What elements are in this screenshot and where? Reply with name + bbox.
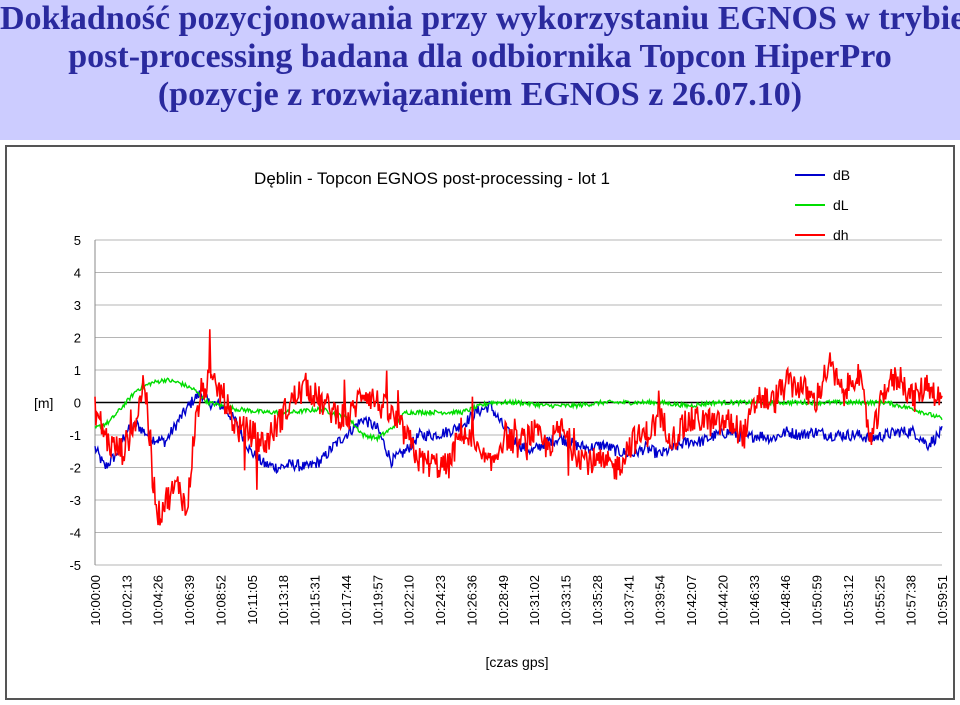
x-tick-label: 10:50:59 [810,575,825,626]
y-tick-label: -1 [69,428,81,443]
x-tick-label: 10:48:46 [778,575,793,626]
x-tick-label: 10:04:26 [151,575,166,626]
x-tick-label: 10:31:02 [527,575,542,626]
legend: dB dL dh [795,167,850,243]
x-tick-label: 10:15:31 [308,575,323,626]
y-tick-label: -4 [69,526,81,541]
x-tick-label: 10:00:00 [88,575,103,626]
x-tick-label: 10:55:25 [872,575,887,626]
slide-title-line-2: post-processing badana dla odbiornika To… [68,38,892,75]
x-axis-label: [czas gps] [485,654,548,670]
y-tick-label: -2 [69,461,81,476]
x-tick-label: 10:11:05 [245,575,260,625]
y-tick-label: 1 [74,363,81,378]
x-tick-label: 10:53:12 [841,575,856,626]
x-tick-label: 10:02:13 [119,575,134,626]
x-tick-label: 10:39:54 [653,575,668,626]
y-tick-label: 0 [74,396,81,411]
x-tick-label: 10:24:23 [433,575,448,626]
x-tick-label: 10:19:57 [370,575,385,626]
y-tick-label: 4 [74,266,81,281]
chart-title: Dęblin - Topcon EGNOS post-processing - … [254,169,610,188]
slide-title-line-3: (pozycje z rozwiązaniem EGNOS z 26.07.10… [157,76,803,113]
slide-title-line-1: Dokładność pozycjonowania przy wykorzyst… [0,0,960,37]
legend-label-dl: dL [833,197,849,213]
x-tick-label: 10:59:51 [935,575,950,626]
y-tick-label: 2 [74,331,81,346]
y-tick-label: 5 [74,233,81,248]
x-tick-label: 10:37:41 [621,575,636,626]
x-tick-label: 10:33:15 [559,575,574,626]
x-tick-label: 10:22:10 [402,575,417,626]
y-axis-label: [m] [34,395,53,411]
slide-title-banner: Dokładność pozycjonowania przy wykorzyst… [0,0,960,140]
x-tick-label: 10:46:33 [747,575,762,626]
x-tick-label: 10:35:28 [590,575,605,626]
series-lines [94,329,943,526]
x-tick-label: 10:44:20 [715,575,730,626]
x-tick-label: 10:17:44 [339,575,354,626]
x-tick-label: 10:57:38 [904,575,919,626]
legend-label-dh: dh [833,227,849,243]
y-tick-labels: 5 4 3 2 1 0 -1 -2 -3 -4 -5 [69,233,81,573]
series-line-dl [94,377,943,443]
series-line-dh [94,329,943,526]
x-tick-label: 10:42:07 [684,575,699,626]
x-tick-label: 10:06:39 [182,575,197,626]
x-tick-label: 10:08:52 [213,575,228,626]
chart-svg: Dęblin - Topcon EGNOS post-processing - … [34,167,950,670]
y-tick-label: -3 [69,493,81,508]
x-tick-label: 10:26:36 [464,575,479,626]
legend-label-db: dB [833,167,850,183]
x-tick-label: 10:13:18 [276,575,291,626]
chart-area: Dęblin - Topcon EGNOS post-processing - … [5,145,955,700]
y-tick-label: -5 [69,558,81,573]
x-tick-label: 10:28:49 [496,575,511,626]
x-tick-labels: 10:00:00 10:02:13 10:04:26 10:06:39 10:08:52… [88,575,950,626]
y-tick-label: 3 [74,298,81,313]
